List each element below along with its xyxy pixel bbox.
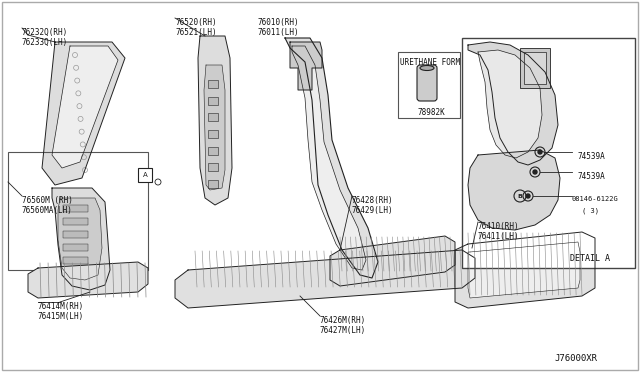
Bar (8, 152, 148, 270)
Bar (63, 205, 88, 212)
Polygon shape (330, 236, 455, 286)
Bar (138, 168, 152, 182)
Polygon shape (28, 262, 148, 298)
Text: ( 3): ( 3) (582, 208, 599, 215)
Bar (63, 218, 88, 225)
Bar (208, 113, 218, 121)
Polygon shape (285, 38, 378, 278)
Text: 78982K: 78982K (418, 108, 445, 117)
Text: 76520(RH): 76520(RH) (175, 18, 216, 27)
Text: 76410(RH): 76410(RH) (478, 222, 520, 231)
Bar (63, 270, 88, 277)
Polygon shape (290, 42, 322, 90)
Bar (63, 257, 88, 264)
Polygon shape (175, 250, 475, 308)
Text: 76427M(LH): 76427M(LH) (320, 326, 366, 335)
Polygon shape (468, 242, 580, 298)
Text: 76232Q(RH): 76232Q(RH) (22, 28, 68, 37)
Polygon shape (455, 232, 595, 308)
Polygon shape (58, 198, 102, 280)
Bar (208, 97, 218, 105)
Text: URETHANE FORM: URETHANE FORM (400, 58, 460, 67)
Text: 76428(RH): 76428(RH) (352, 196, 394, 205)
Text: 74539A: 74539A (578, 152, 605, 161)
Circle shape (538, 150, 542, 154)
Polygon shape (478, 50, 542, 158)
Text: DETAIL A: DETAIL A (570, 254, 610, 263)
Polygon shape (198, 36, 232, 205)
Bar (208, 147, 218, 155)
Text: 76521(LH): 76521(LH) (175, 28, 216, 37)
Polygon shape (52, 188, 110, 290)
Text: 76010(RH): 76010(RH) (258, 18, 300, 27)
Circle shape (526, 194, 530, 198)
Bar (398, 52, 460, 118)
Text: 76411(LH): 76411(LH) (478, 232, 520, 241)
Bar (524, 52, 546, 84)
Bar (462, 38, 635, 268)
Text: 76415M(LH): 76415M(LH) (38, 312, 84, 321)
Polygon shape (468, 42, 558, 165)
FancyBboxPatch shape (417, 65, 437, 101)
Polygon shape (204, 65, 225, 190)
Polygon shape (52, 46, 118, 168)
Text: 76560MA(LH): 76560MA(LH) (22, 206, 73, 215)
Circle shape (533, 170, 537, 174)
Polygon shape (292, 46, 366, 270)
Bar (520, 48, 550, 88)
Text: B: B (518, 193, 522, 199)
Text: 76429(LH): 76429(LH) (352, 206, 394, 215)
Bar (208, 130, 218, 138)
Text: 74539A: 74539A (578, 172, 605, 181)
Bar (208, 180, 218, 188)
Bar (63, 231, 88, 238)
Bar (208, 80, 218, 88)
Polygon shape (468, 150, 560, 230)
Text: 08146-6122G: 08146-6122G (572, 196, 619, 202)
Text: 76233Q(LH): 76233Q(LH) (22, 38, 68, 47)
Text: 76560M (RH): 76560M (RH) (22, 196, 73, 205)
Bar (63, 244, 88, 251)
Polygon shape (42, 42, 125, 185)
Text: 76426M(RH): 76426M(RH) (320, 316, 366, 325)
Text: J76000XR: J76000XR (554, 354, 597, 363)
Ellipse shape (420, 65, 434, 71)
Text: 76414M(RH): 76414M(RH) (38, 302, 84, 311)
Text: 76011(LH): 76011(LH) (258, 28, 300, 37)
Bar (208, 163, 218, 171)
Text: A: A (143, 172, 147, 178)
